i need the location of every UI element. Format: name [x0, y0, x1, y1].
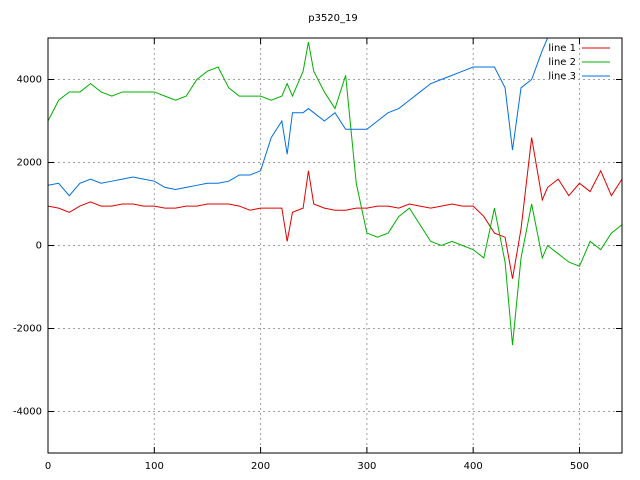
chart-title: p3520_19	[308, 13, 358, 24]
x-tick-label: 100	[145, 461, 164, 472]
x-tick-label: 200	[251, 461, 270, 472]
y-tick-label: -2000	[13, 324, 42, 335]
legend-label: line 2	[548, 57, 576, 68]
y-tick-label: 4000	[17, 75, 42, 86]
data-line	[48, 137, 622, 279]
legend-label: line 1	[548, 43, 576, 54]
plot-area	[48, 38, 622, 346]
x-tick-label: 0	[45, 461, 51, 472]
x-tick-label: 500	[570, 461, 589, 472]
y-tick-label: -4000	[13, 407, 42, 418]
legend-label: line 3	[548, 71, 576, 82]
x-tick-label: 300	[357, 461, 376, 472]
x-tick-label: 400	[464, 461, 483, 472]
data-line	[48, 38, 549, 197]
y-tick-label: 2000	[17, 158, 42, 169]
data-line	[48, 42, 622, 346]
y-tick-label: 0	[36, 241, 42, 252]
plot-border	[47, 37, 623, 454]
